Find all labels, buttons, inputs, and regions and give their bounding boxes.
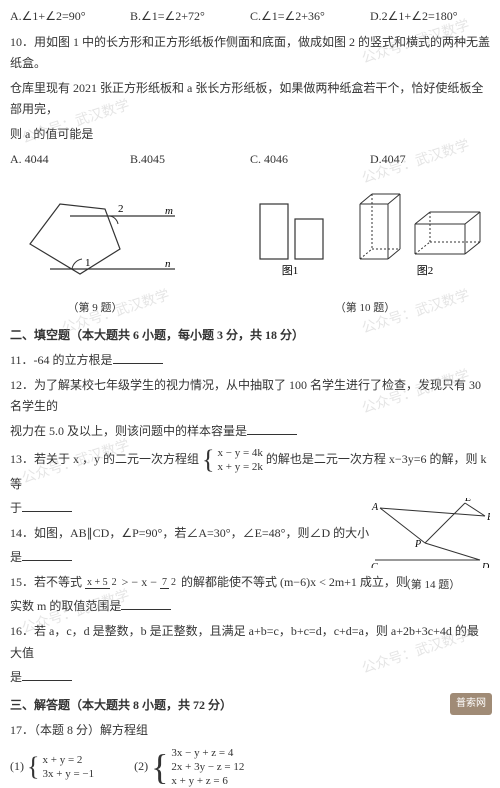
q15d: 实数 m 的取值范围是 <box>10 599 121 613</box>
q17-2-eq1: 3x − y + z = 4 <box>171 746 244 760</box>
fig9-svg: m n 2 1 <box>10 174 180 289</box>
q17-subrow: (1) { x + y = 2 3x + y = −1 (2) { 3x − y… <box>10 746 490 788</box>
q16a: 16．若 a，c，d 是整数，b 是正整数，且满足 a+b=c，b+c=d，c+… <box>10 621 490 664</box>
fig10-svg: 图1 图2 <box>240 174 490 289</box>
q16b-row: 是 <box>10 667 490 689</box>
svg-text:A: A <box>371 502 379 513</box>
q13c: 于 <box>10 501 22 515</box>
q17-1: (1) { x + y = 2 3x + y = −1 <box>10 753 94 781</box>
q14b: 是 <box>10 550 22 564</box>
q17-2-eq2: 2x + 3y − z = 12 <box>171 760 244 774</box>
q13-blank <box>22 500 72 512</box>
brace-icon: { <box>202 449 214 471</box>
svg-text:B: B <box>487 512 490 523</box>
svg-text:P: P <box>414 539 421 550</box>
q15-d2: 2 <box>169 577 178 588</box>
section2-title: 二、填空题（本大题共 6 小题，每小题 3 分，共 18 分） <box>10 325 490 347</box>
q17-1-label: (1) <box>10 759 24 773</box>
q17-1-eq2: 3x + y = −1 <box>42 767 94 781</box>
svg-text:C: C <box>371 562 378 568</box>
fig14-svg: A E B P C D <box>370 498 490 568</box>
opt-c: C.∠1=∠2+36° <box>250 6 370 28</box>
svg-text:m: m <box>165 205 173 217</box>
q-prev-options: A.∠1+∠2=90° B.∠1=∠2+72° C.∠1=∠2+36° D.2∠… <box>10 6 490 28</box>
svg-text:E: E <box>464 498 471 504</box>
q10-line2: 仓库里现有 2021 张正方形纸板和 a 张长方形纸板，如果做两种纸盒若干个，恰… <box>10 78 490 121</box>
q15a: 15．若不等式 <box>10 575 82 589</box>
q10-options: A. 4044 B.4045 C. 4046 D.4047 <box>10 149 490 171</box>
brace-icon: { <box>27 756 39 778</box>
fig10-caption: （第 10 题） <box>240 299 490 319</box>
q16b: 是 <box>10 670 22 684</box>
q17-2: (2) { 3x − y + z = 4 2x + 3y − z = 12 x … <box>134 746 244 788</box>
q14-blank <box>22 549 72 561</box>
fig14-block: A E B P C D （第 14 题） <box>370 498 490 596</box>
svg-text:D: D <box>481 562 490 568</box>
figures-row: m n 2 1 （第 9 题） 图1 图2 （第 10 题） <box>10 174 490 318</box>
svg-text:n: n <box>165 258 171 270</box>
q15-n1: x + 5 <box>85 577 110 589</box>
svg-text:1: 1 <box>85 257 91 269</box>
q13: 13．若关于 x ，y 的二元一次方程组 { x − y = 4k x + y … <box>10 446 490 496</box>
opt-b: B.∠1=∠2+72° <box>130 6 250 28</box>
q17: 17．（本题 8 分）解方程组 <box>10 720 490 742</box>
q17-1-eq1: x + y = 2 <box>42 753 94 767</box>
section3-title: 三、解答题（本大题共 8 小题，共 72 分） <box>10 695 490 717</box>
q10-opt-a: A. 4044 <box>10 149 130 171</box>
q12b-text: 视力在 5.0 及以上，则该问题中的样本容量是 <box>10 424 247 438</box>
q10-line3: 则 a 的值可能是 <box>10 124 490 146</box>
q15-blank <box>121 598 171 610</box>
q16-blank <box>22 669 72 681</box>
q15b: > − x − <box>122 575 157 589</box>
opt-a: A.∠1+∠2=90° <box>10 6 130 28</box>
q10-opt-c: C. 4046 <box>250 149 370 171</box>
q12-blank <box>247 423 297 435</box>
fig10-block: 图1 图2 （第 10 题） <box>240 174 490 318</box>
opt-d: D.2∠1+∠2=180° <box>370 6 490 28</box>
svg-text:图1: 图1 <box>282 264 299 277</box>
q17-2-eq3: x + y + z = 6 <box>171 774 244 788</box>
q13a: 13．若关于 x ，y 的二元一次方程组 <box>10 451 199 465</box>
footer-badge: 普索网 <box>450 693 492 715</box>
q15-d1: 2 <box>110 577 119 588</box>
q11: 11．-64 的立方根是 <box>10 350 490 372</box>
q11-blank <box>113 352 163 364</box>
brace-icon: { <box>151 756 168 778</box>
svg-text:图2: 图2 <box>417 264 434 277</box>
q12a: 12．为了解某校七年级学生的视力情况，从中抽取了 100 名学生进行了检查，发现… <box>10 375 490 418</box>
svg-text:2: 2 <box>118 203 124 215</box>
fig9-caption: （第 9 题） <box>10 299 180 319</box>
fig14-caption: （第 14 题） <box>370 576 490 596</box>
q15d-row: 实数 m 的取值范围是 <box>10 596 490 618</box>
q15-n2: 7 <box>160 577 169 589</box>
q10-opt-d: D.4047 <box>370 149 490 171</box>
fig9-block: m n 2 1 （第 9 题） <box>10 174 180 318</box>
q11-text: 11．-64 的立方根是 <box>10 353 113 367</box>
q13-eq1: x − y = 4k <box>218 446 263 460</box>
q12b: 视力在 5.0 及以上，则该问题中的样本容量是 <box>10 421 490 443</box>
q10-opt-b: B.4045 <box>130 149 250 171</box>
q13-eq2: x + y = 2k <box>218 460 263 474</box>
q17-2-label: (2) <box>134 759 148 773</box>
q10-line1: 10．用如图 1 中的长方形和正方形纸板作侧面和底面，做成如图 2 的竖式和横式… <box>10 32 490 75</box>
